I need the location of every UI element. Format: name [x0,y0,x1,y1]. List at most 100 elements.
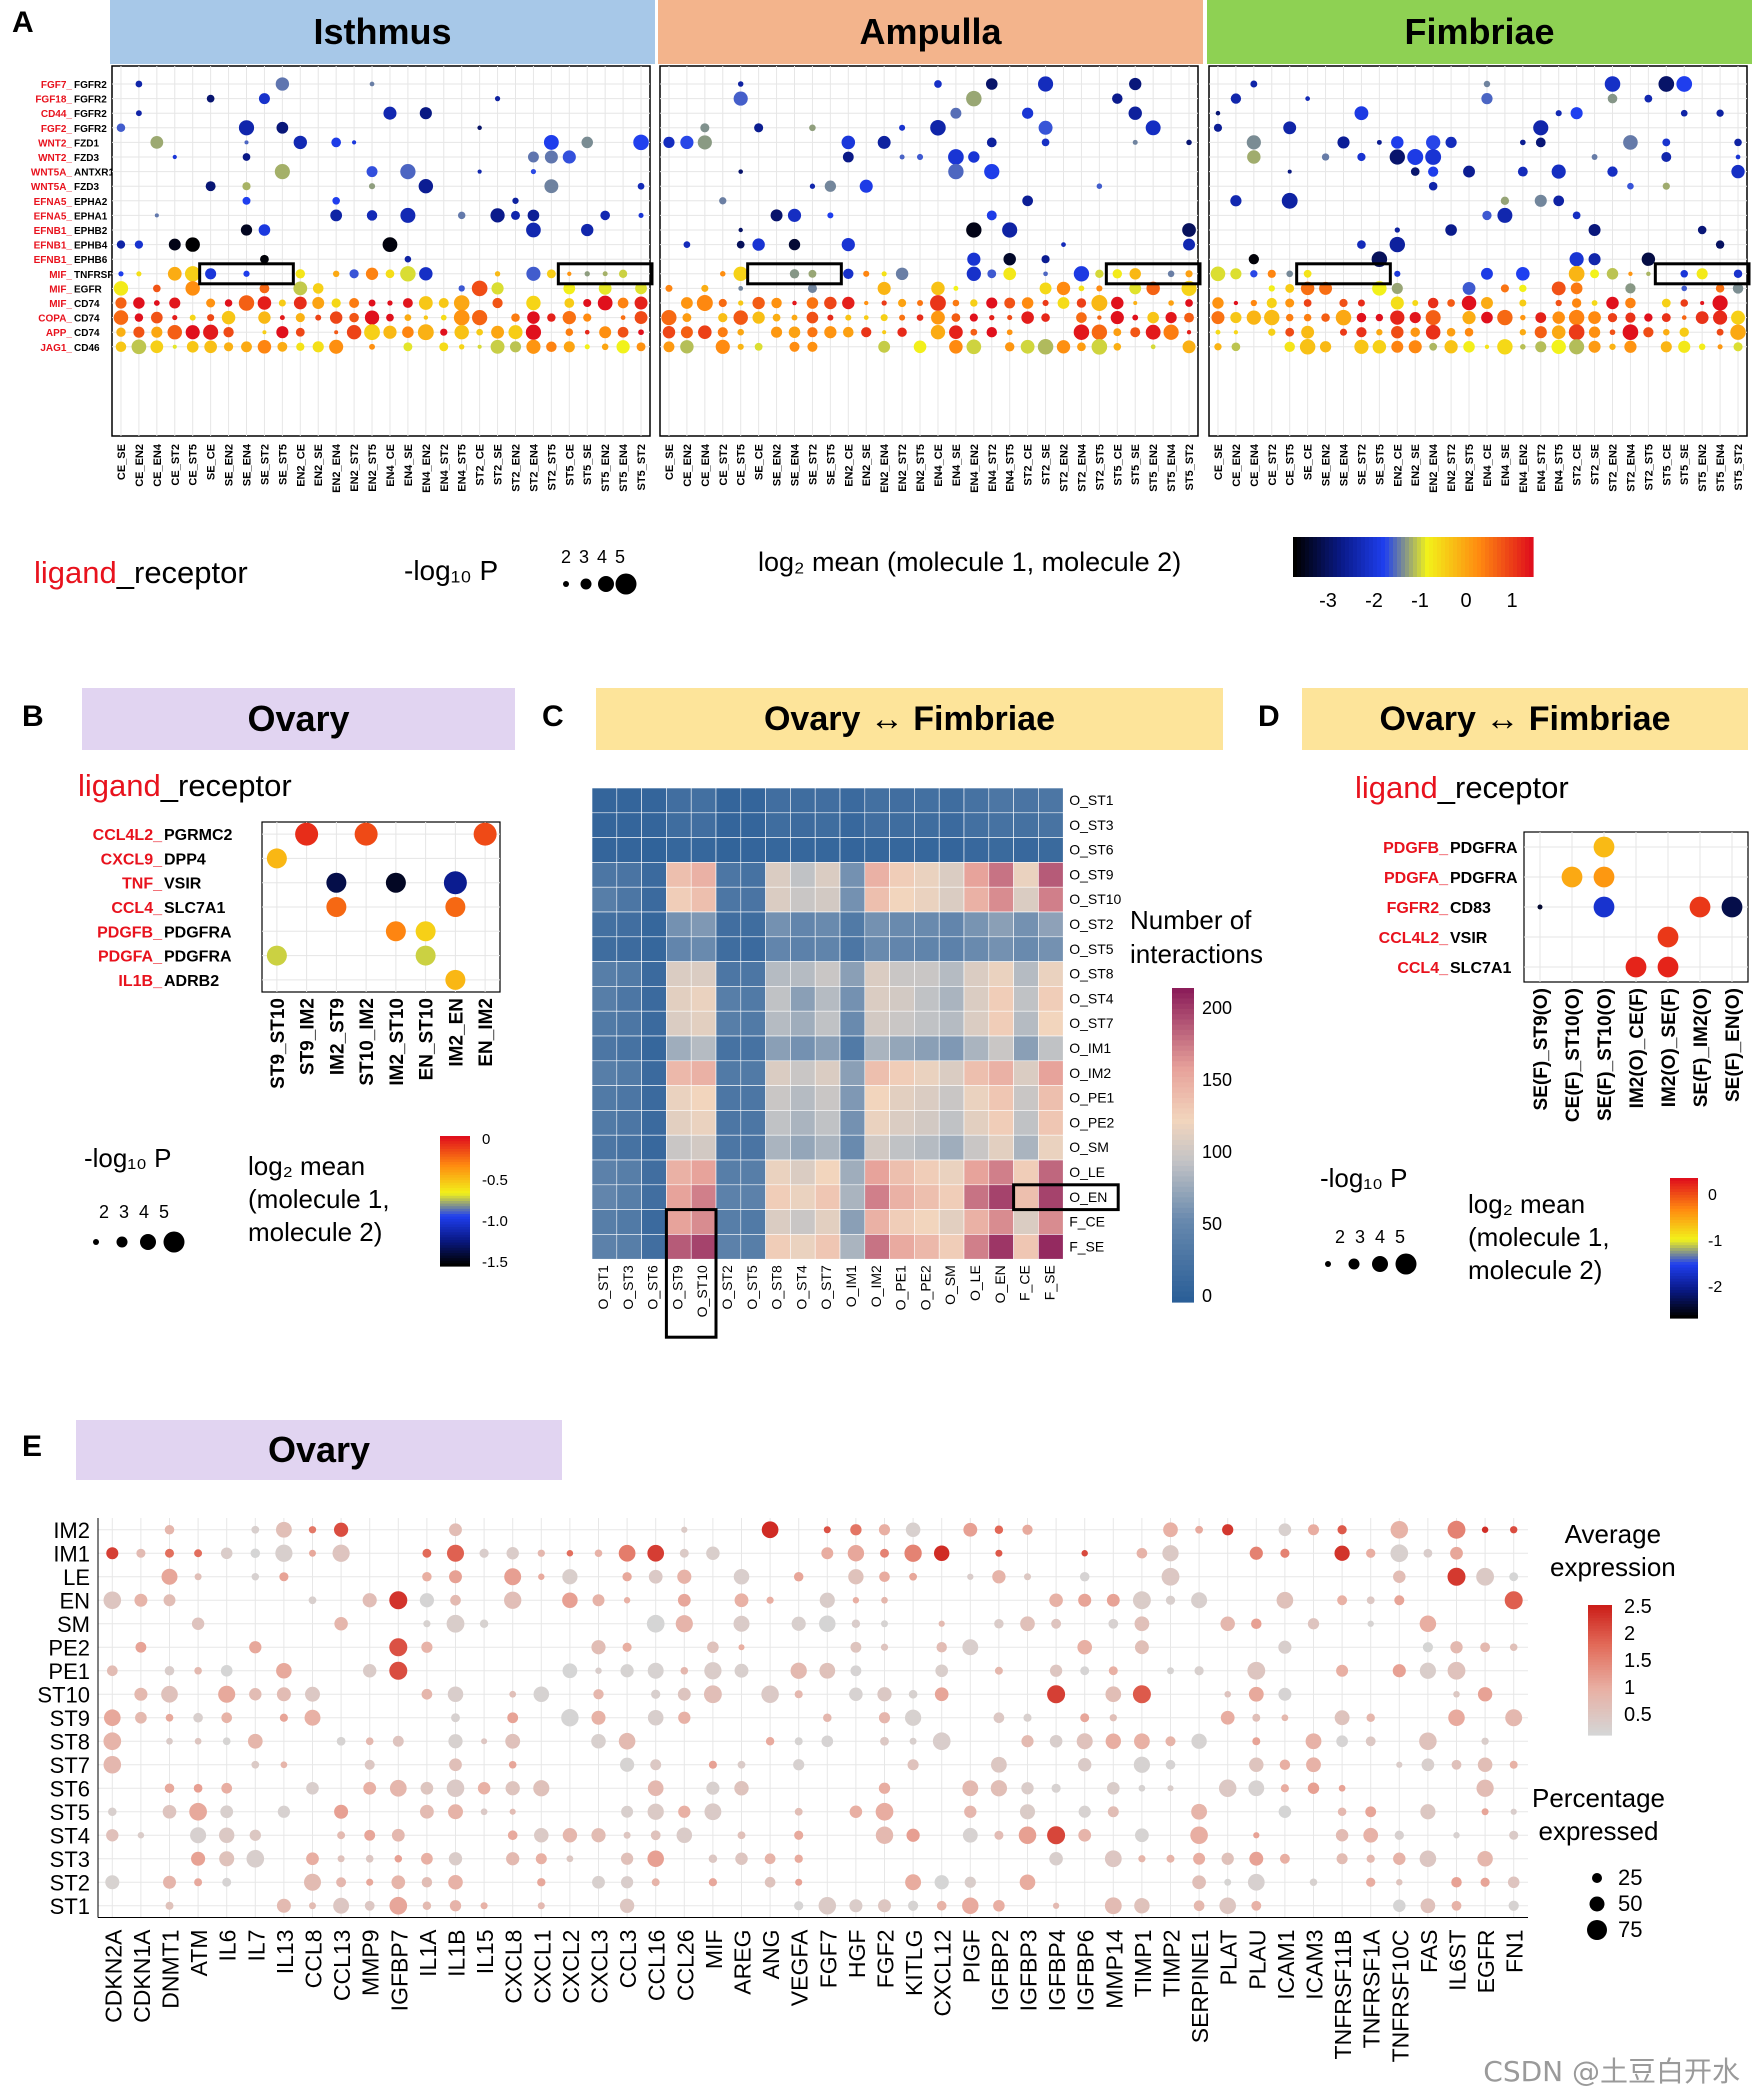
e-dot [336,1736,346,1746]
d-colorbar-segment [1670,1189,1698,1193]
e-dot [136,1548,146,1558]
a-dot [544,179,559,194]
c-col-label: F_CE [1017,1265,1033,1301]
c-cell [963,1134,990,1161]
e-dot [191,1851,206,1866]
a-dot [1517,166,1528,177]
e-dot [1281,1714,1289,1722]
a-dot [1006,329,1013,336]
c-cell [765,1159,791,1186]
e-dot [1334,1710,1350,1726]
c-cell [963,1060,990,1086]
e-dot [391,1828,405,1842]
c-cell [740,1134,766,1161]
c-cell [1013,886,1039,913]
c-cell [690,1085,717,1111]
a-col-label: ST2_SE [1590,444,1602,485]
a-dot [279,315,285,321]
c-cell [938,1110,965,1136]
c-cell [988,1035,1014,1062]
a-dot [638,329,644,336]
e-dot [737,1760,746,1769]
a-pair-receptor-18: CD46 [74,343,100,354]
c-cell [666,1234,692,1260]
e-dot [306,1852,319,1866]
a-dot [827,314,834,321]
ampulla-header: Ampulla [658,0,1203,64]
a-pair-receptor-7: FZD3 [74,182,99,193]
a-dot [698,325,712,339]
a-dot [349,298,360,308]
c-cell [839,1209,866,1235]
e-colorbar-segment [1588,1683,1612,1687]
e-dot [592,1594,605,1607]
e-colorbar-tick: 2 [1624,1623,1635,1645]
c-colorbar-segment [1172,1281,1194,1287]
a-dot [1268,328,1276,336]
e-dot [936,1642,947,1653]
a-dot [1356,327,1367,338]
a-col-label: ST5_SE [1679,444,1691,485]
c-cell [988,1110,1014,1136]
e-colorbar-segment [1588,1716,1612,1720]
a-pair-receptor-5: FZD3 [74,153,99,164]
a-dot [491,282,504,295]
a-dot [618,269,628,278]
a-dot [494,95,501,102]
e-dot [1078,1805,1091,1818]
e-dot [363,1664,377,1678]
e-gene-label: FGF7 [815,1930,841,1989]
c-colorbar-segment [1172,1254,1194,1261]
e-dot [1477,1851,1493,1867]
c-colorbar-segment [1172,998,1194,1005]
e-dot [507,1830,518,1841]
c-cell [839,911,866,938]
c-colorbar-segment [1172,1150,1194,1157]
c-cell [765,787,791,814]
a-dot [738,286,744,291]
a-dot [242,153,251,161]
a-dot [968,151,980,163]
e-dot [309,1902,316,1910]
a-dot [1730,324,1746,340]
c-cell [641,1234,667,1260]
e-dot [678,1711,691,1724]
a-dot [293,296,307,310]
a-dot [1183,238,1195,251]
b-colorbar-tick: -1.0 [482,1213,508,1230]
a-colorbar-segment [1505,537,1510,577]
a-dot [1658,76,1675,92]
a-dot [527,311,540,324]
a-col-label: EN4_CE [933,444,945,487]
d-col-label: SE(F)_IM2(O) [1691,988,1712,1107]
c-cell [988,936,1014,962]
a-dot [1230,312,1242,324]
e-dot [108,1807,117,1817]
c-cell [666,1085,692,1111]
e-dot [1078,1593,1092,1607]
b-dot [443,871,467,895]
a-dot [634,296,648,310]
c-cell [616,911,642,938]
c-cell [889,837,915,863]
a-pair-ligand-11: EFNB1_ [34,241,73,252]
a-dot [1110,311,1124,325]
c-cell [938,1234,965,1260]
e-dot [164,1783,175,1794]
a-dot [383,106,397,120]
e-dot [761,1521,779,1539]
a-dot [1660,341,1672,353]
c-cell [938,1134,965,1161]
d-colorbar-segment [1670,1203,1698,1207]
b-dot [445,897,466,917]
e-dot [594,1549,603,1558]
c-colorbar-segment [1172,1071,1194,1078]
e-dot [275,1544,293,1562]
c-colorbar-segment [1172,1270,1194,1277]
a-col-label: EN2_SE [313,444,325,486]
c-cell [740,1110,766,1136]
e-dot [1420,1804,1436,1820]
e-dot [451,1713,460,1723]
a-dot [364,310,380,325]
a-dot [404,255,412,263]
